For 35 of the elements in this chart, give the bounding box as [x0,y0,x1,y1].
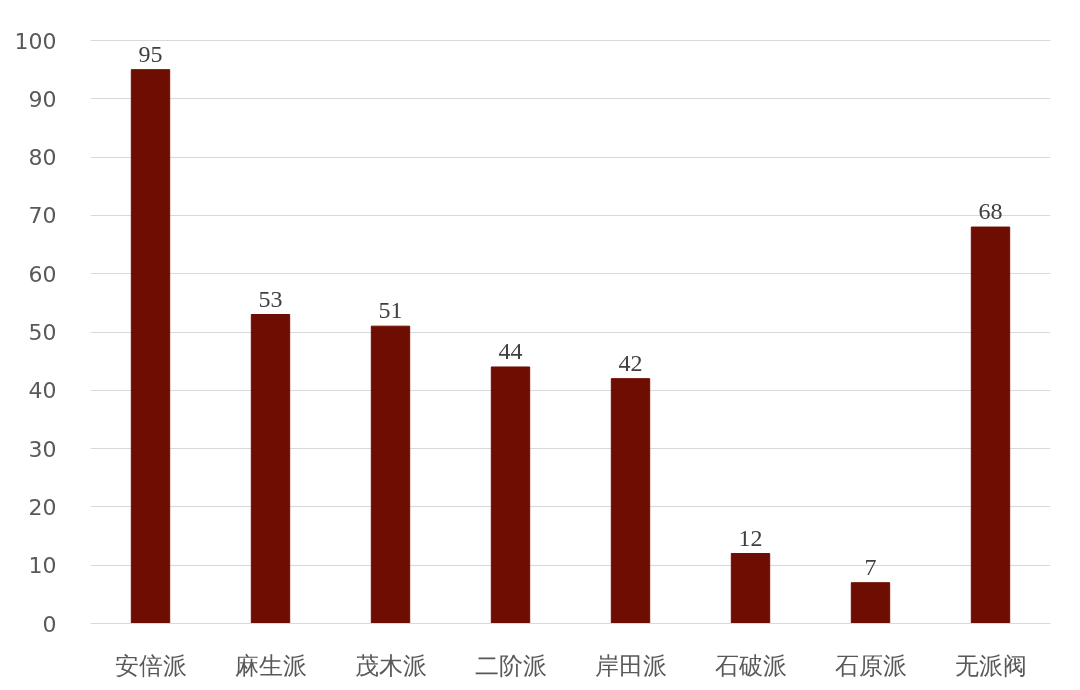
data-label: 95 [138,40,163,67]
data-label: 44 [498,337,523,364]
y-tick-label: 100 [14,28,57,54]
y-tick-label: 80 [28,145,57,171]
x-tick-label: 无派阀 [954,651,1027,680]
data-label: 53 [258,285,283,312]
y-tick-label: 40 [28,378,57,404]
y-tick-label: 90 [28,86,57,112]
y-tick-label: 20 [28,494,57,520]
data-label: 12 [738,524,763,551]
data-label: 51 [378,297,403,324]
x-tick-label: 石破派 [714,651,787,680]
y-tick-label: 30 [28,436,57,462]
bar [850,582,891,624]
y-tick-label: 0 [42,611,57,637]
x-tick-label: 麻生派 [234,651,307,680]
data-label: 7 [864,553,877,580]
y-tick-label: 70 [28,203,57,229]
data-label: 42 [618,349,643,376]
bar [250,314,291,624]
y-tick-label: 10 [28,553,57,579]
x-tick-label: 岸田派 [594,651,667,680]
y-tick-label: 60 [28,261,57,287]
data-label: 68 [978,198,1003,225]
x-tick-label: 安倍派 [114,651,187,680]
bar [970,226,1011,624]
x-tick-label: 石原派 [834,651,907,680]
x-tick-label: 茂木派 [354,651,427,680]
bar [130,69,171,624]
x-tick-label: 二阶派 [474,651,547,680]
bar [610,378,651,624]
bar [730,553,771,624]
y-tick-label: 50 [28,320,57,345]
bar [490,366,531,624]
bar [370,325,411,624]
